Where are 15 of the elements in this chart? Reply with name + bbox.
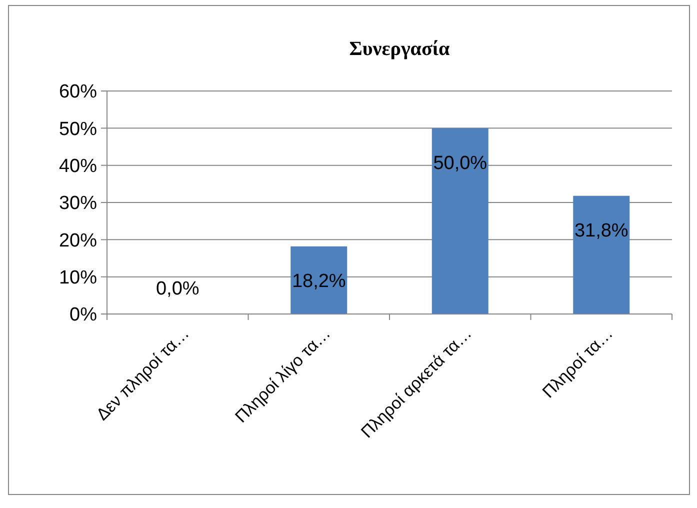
- y-tick-label: 50%: [58, 118, 98, 140]
- data-label: 0,0%: [156, 278, 200, 300]
- bar: [290, 246, 348, 314]
- bar: [432, 128, 488, 314]
- bar: [573, 196, 630, 314]
- y-tick-label: 10%: [58, 267, 98, 288]
- y-tick-label: 60%: [58, 82, 98, 103]
- chart-title: Συνεργασία: [349, 38, 450, 60]
- y-tick-label: 0%: [70, 304, 98, 326]
- data-label: 18,2%: [292, 271, 346, 292]
- data-label: 50,0%: [433, 152, 488, 174]
- data-label: 31,8%: [574, 220, 628, 242]
- y-tick-label: 20%: [58, 230, 98, 252]
- y-tick-label: 40%: [58, 156, 98, 177]
- y-tick-label: 30%: [58, 193, 98, 214]
